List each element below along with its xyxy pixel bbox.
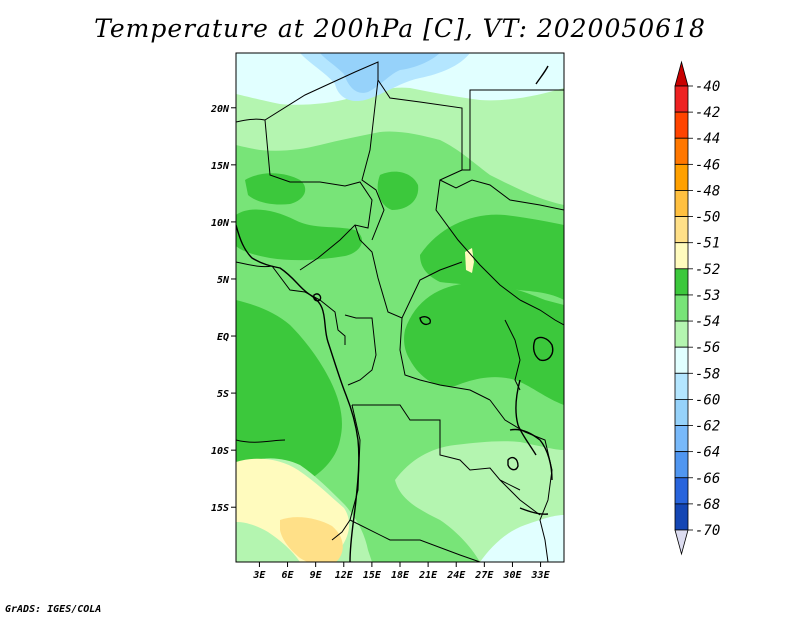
legend-swatch	[674, 503, 689, 531]
lat-tick-label: 15S	[211, 503, 229, 514]
lat-tick-label: 10S	[211, 446, 229, 457]
legend-swatch	[674, 85, 689, 113]
legend-label: -70	[695, 523, 720, 539]
lat-tick-label: 20N	[210, 104, 230, 115]
temperature-field	[236, 53, 564, 562]
legend-swatch	[674, 399, 689, 426]
coastlines	[236, 65, 554, 562]
legend-swatch	[674, 372, 689, 400]
lon-tick-label: 21E	[418, 570, 438, 581]
lon-tick-label: 27E	[474, 570, 494, 581]
legend-label: -53	[695, 288, 720, 304]
legend-label: -51	[695, 236, 720, 252]
map-title: Temperature at 200hPa [C], VT: 202005061…	[94, 14, 706, 43]
legend-label: -64	[695, 445, 720, 461]
legend-swatch	[674, 163, 689, 191]
legend-swatch	[674, 190, 689, 217]
lon-tick-label: 9E	[310, 570, 323, 581]
legend-top-triangle	[674, 60, 689, 87]
country-borders	[236, 61, 564, 562]
lat-tick-label: 15N	[211, 161, 230, 172]
legend-swatch	[674, 216, 689, 244]
lon-tick-label: 12E	[335, 570, 354, 581]
lon-tick-label: 15E	[363, 570, 382, 581]
legend-label: -62	[695, 419, 720, 435]
legend-swatch	[674, 137, 689, 165]
lon-tick-label: 6E	[282, 570, 295, 581]
lat-tick-label: 5S	[217, 389, 229, 400]
legend-label: -42	[695, 105, 720, 121]
legend-label: -54	[695, 314, 720, 330]
legend-label: -48	[695, 183, 720, 199]
legend-label: -46	[695, 157, 720, 173]
legend-label: -68	[695, 497, 720, 513]
legend-label: -58	[695, 366, 720, 382]
legend-swatch	[674, 320, 689, 348]
longitude-axis: 3E 6E 9E 12E 15E 18E 21E 24E 27E 30E 33E	[252, 562, 551, 581]
legend-label: -50	[695, 210, 720, 226]
legend-swatch	[674, 111, 689, 139]
legend-swatch	[674, 294, 689, 322]
legend-label: -40	[695, 79, 720, 95]
lat-tick-label: 5N	[217, 275, 230, 286]
legend-swatch	[674, 425, 689, 453]
legend-swatch	[674, 346, 689, 374]
legend-swatch	[674, 477, 689, 505]
latitude-axis: 20N 15N 10N 5N EQ 5S 10S 15S	[210, 104, 236, 514]
legend-swatch	[674, 268, 689, 296]
legend-label: -60	[695, 392, 720, 408]
lon-tick-label: 24E	[446, 570, 466, 581]
lon-tick-label: 33E	[531, 570, 551, 581]
lon-tick-label: 18E	[391, 570, 410, 581]
lat-tick-label: EQ	[217, 332, 229, 343]
lat-tick-label: 10N	[211, 218, 230, 229]
legend-label: -44	[695, 131, 720, 147]
legend-label: -66	[695, 471, 720, 487]
grads-credit: GrADS: IGES/COLA	[5, 604, 102, 615]
lon-tick-label: 30E	[502, 570, 522, 581]
legend-label: -52	[695, 262, 720, 278]
legend-label: -56	[695, 340, 720, 356]
legend-swatch	[674, 242, 689, 270]
legend-swatch	[674, 451, 689, 479]
color-legend: -40 -42 -44 -46 -48 -50 -51 -52 -53 -54 -56 -58 -60 -…	[674, 60, 720, 556]
lon-tick-label: 3E	[252, 570, 266, 581]
legend-bottom-triangle	[674, 529, 689, 556]
